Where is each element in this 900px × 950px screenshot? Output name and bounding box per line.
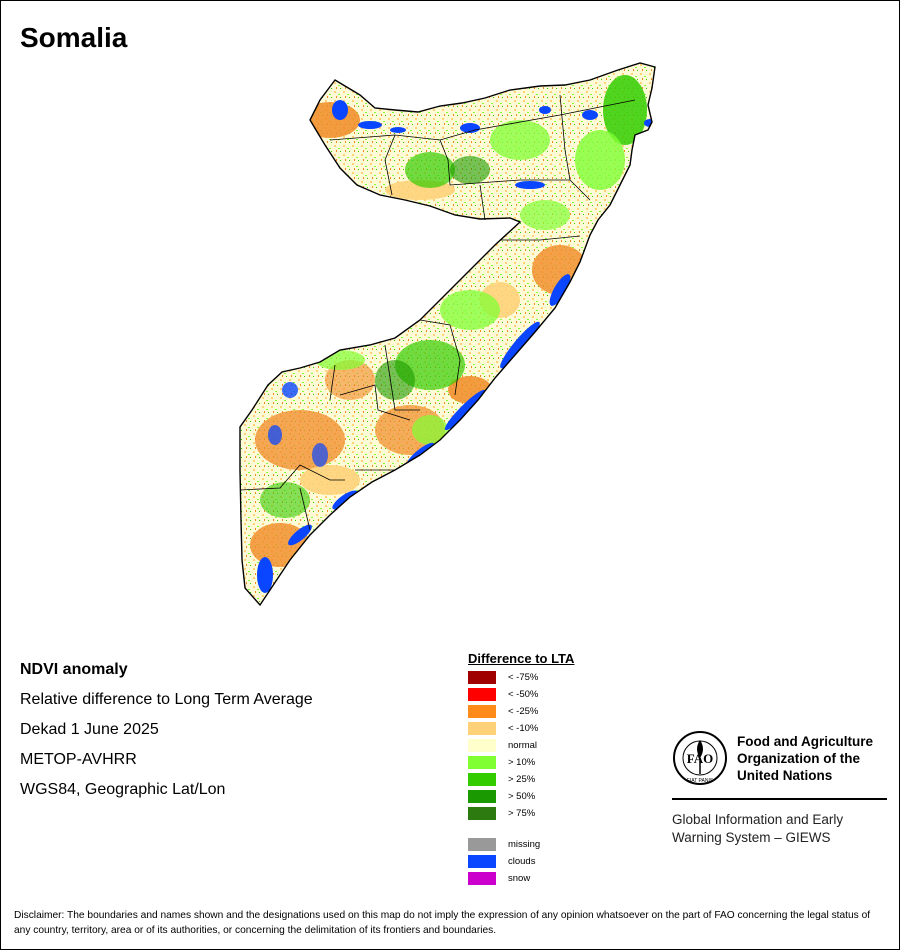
legend-item: > 25% [468, 771, 668, 788]
cloud-patches [257, 100, 655, 593]
map-info-block: NDVI anomaly Relative difference to Long… [20, 655, 313, 805]
legend-item: < -25% [468, 703, 668, 720]
admin-boundaries [239, 94, 636, 531]
above-average-patches [260, 75, 647, 518]
legend-extra-items: missing clouds snow [468, 836, 668, 887]
legend-item: > 75% [468, 805, 668, 822]
legend-label: snow [508, 873, 531, 884]
map-legend: Difference to LTA < -75% < -50% < -25% < -1… [468, 651, 668, 887]
map-title: Somalia [20, 22, 128, 53]
info-line-period: Dekad 1 June 2025 [20, 721, 159, 738]
disclaimer: Disclaimer: The boundaries and names sho… [14, 910, 871, 936]
legend-item: < -10% [468, 720, 668, 737]
info-line-description: Relative difference to Long Term Average [20, 691, 313, 708]
fao-org-line: Organization of the [737, 750, 860, 766]
legend-label: > 50% [508, 791, 536, 802]
legend-label: missing [508, 839, 541, 850]
legend-item: normal [468, 737, 668, 754]
legend-swatch [468, 705, 496, 718]
legend-title: Difference to LTA [468, 651, 575, 666]
fao-logo-motto: FIAT PANIS [687, 778, 714, 784]
legend-item: > 50% [468, 788, 668, 805]
legend-swatch [468, 807, 496, 820]
info-line-product: NDVI anomaly [20, 661, 128, 678]
giews-name: Global Information and Early Warning Sys… [672, 811, 890, 847]
legend-item: < -75% [468, 669, 668, 686]
legend-swatch [468, 688, 496, 701]
legend-label: > 75% [508, 808, 536, 819]
legend-label: < -50% [508, 689, 539, 700]
legend-label: < -25% [508, 706, 539, 717]
fao-org-line: Food and Agriculture [737, 733, 873, 749]
legend-label: normal [508, 740, 538, 751]
legend-label: < -10% [508, 723, 539, 734]
info-line-projection: WGS84, Geographic Lat/Lon [20, 781, 226, 798]
legend-item: snow [468, 870, 668, 887]
legend-swatch [468, 790, 496, 803]
legend-swatch [468, 855, 496, 868]
legend-label: > 25% [508, 774, 536, 785]
ndvi-raster [240, 63, 655, 605]
legend-label: > 10% [508, 757, 536, 768]
fao-divider [672, 798, 887, 800]
fao-org-line: United Nations [737, 767, 833, 783]
legend-item: clouds [468, 853, 668, 870]
somalia-ndvi-map [239, 62, 656, 606]
giews-line: Global Information and Early [672, 812, 844, 827]
legend-swatch [468, 872, 496, 885]
fao-logo-icon: FAO FIAT PANIS [673, 731, 727, 785]
legend-item: < -50% [468, 686, 668, 703]
legend-label: < -75% [508, 672, 539, 683]
fao-organization-name: Food and Agriculture Organization of the… [737, 733, 873, 784]
legend-item: missing [468, 836, 668, 853]
legend-label: clouds [508, 856, 536, 867]
legend-swatch [468, 671, 496, 684]
fao-branding: FAO FIAT PANIS Food and Agriculture Orga… [672, 730, 890, 847]
legend-swatch [468, 773, 496, 786]
legend-items: < -75% < -50% < -25% < -10% normal > 10% > 25%… [468, 669, 668, 822]
fao-logo-letters: FAO [687, 751, 713, 766]
legend-item: > 10% [468, 754, 668, 771]
legend-swatch [468, 756, 496, 769]
legend-swatch [468, 739, 496, 752]
legend-swatch [468, 838, 496, 851]
giews-line: Warning System – GIEWS [672, 830, 831, 845]
info-line-sensor: METOP-AVHRR [20, 751, 137, 768]
legend-swatch [468, 722, 496, 735]
